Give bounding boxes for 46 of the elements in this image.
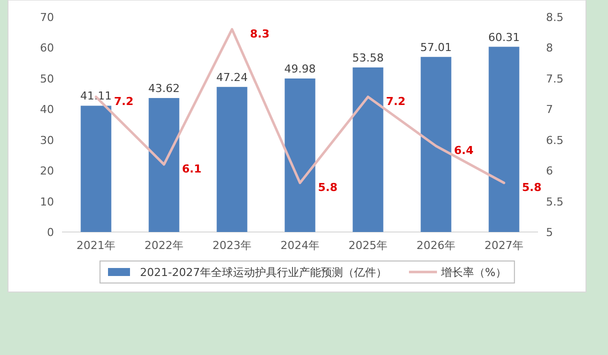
data-label: 57.01 (420, 40, 452, 54)
bar (488, 46, 520, 232)
y-tick-label: 10 (40, 195, 54, 208)
data-label: 47.24 (216, 70, 248, 84)
x-tick-label: 2025年 (348, 239, 388, 252)
data-label: 41.11 (80, 90, 112, 103)
data-label: 5.8 (522, 180, 542, 194)
x-tick-label: 2024年 (280, 239, 320, 252)
y2-tick-label: 6 (546, 164, 553, 178)
y-tick-label: 70 (40, 11, 54, 24)
data-label: 7.2 (114, 94, 134, 108)
bar (80, 106, 112, 232)
bar (352, 67, 384, 232)
y2-tick-label: 8.5 (546, 11, 564, 24)
y2-tick-label: 7 (546, 103, 553, 116)
y2-tick-label: 7.5 (546, 72, 564, 86)
y2-tick-label: 6.5 (546, 134, 564, 147)
y2-tick-label: 5 (546, 226, 553, 239)
y-tick-label: 20 (40, 164, 54, 178)
data-label: 60.31 (488, 30, 520, 44)
legend-label: 2021-2027年全球运动护具行业产能预测（亿件） (140, 266, 387, 279)
y-tick-label: 50 (40, 72, 54, 86)
x-tick-label: 2026年 (416, 239, 456, 252)
data-label: 5.8 (318, 180, 338, 194)
bar (420, 56, 452, 232)
x-tick-label: 2023年 (212, 239, 252, 252)
x-tick-label: 2022年 (144, 239, 184, 252)
data-label: 49.98 (284, 62, 316, 76)
x-tick-label: 2027年 (484, 239, 524, 252)
data-label: 53.58 (352, 51, 384, 64)
legend-label: 增长率（%） (440, 266, 506, 279)
y-tick-label: 30 (40, 134, 54, 147)
y2-tick-label: 8 (546, 42, 553, 55)
y-tick-label: 40 (40, 103, 54, 116)
y2-tick-label: 5.5 (546, 195, 564, 208)
x-tick-label: 2021年 (76, 239, 116, 252)
y-tick-label: 60 (40, 42, 54, 55)
data-label: 6.1 (182, 162, 202, 176)
data-label: 7.2 (386, 94, 406, 108)
y-tick-label: 0 (47, 226, 54, 239)
bar (284, 78, 316, 232)
data-label: 8.3 (250, 27, 270, 40)
data-label: 43.62 (148, 82, 180, 96)
bar (148, 98, 180, 232)
data-label: 6.4 (454, 144, 474, 157)
bar (216, 86, 248, 232)
